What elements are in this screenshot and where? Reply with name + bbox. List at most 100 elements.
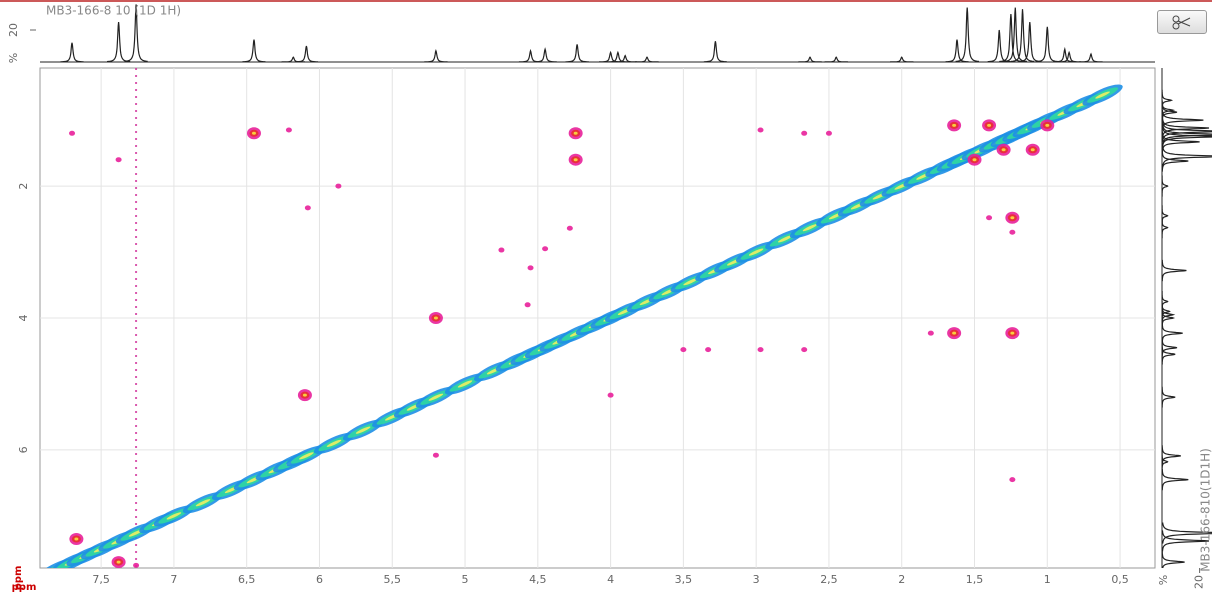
cross-peak (524, 302, 531, 308)
cross-peak (133, 562, 140, 568)
diagonal-peak (299, 452, 314, 460)
cross-peak (607, 392, 614, 398)
spectrum-peak (424, 49, 448, 63)
spectrum-peak (1079, 52, 1103, 63)
cross-peak (116, 560, 121, 564)
cross-peak (1009, 477, 1016, 483)
y-axis-label: ppm (13, 566, 24, 591)
x-tick-label: 0,5 (1111, 573, 1129, 586)
side-x-label: % (1157, 575, 1170, 585)
cross-peak (1009, 229, 1016, 235)
spectrum-peak (533, 47, 557, 63)
spectrum-peak (606, 50, 630, 63)
spectrum-peak (703, 41, 727, 63)
spectrum-peak (565, 44, 589, 63)
side-trace (1161, 68, 1212, 568)
cross-peak (566, 225, 573, 231)
cross-peak (1010, 331, 1015, 335)
cross-peak (527, 265, 534, 271)
side-spectrum-peak (1161, 386, 1176, 408)
x-tick-label: 3 (753, 573, 760, 586)
cross-peak (801, 130, 808, 136)
spectrum-peak (60, 42, 84, 63)
side-spectrum-peak (1161, 530, 1210, 552)
cross-peak (1030, 148, 1035, 152)
y-tick-label: 2 (17, 183, 30, 190)
spectrum-peak (1057, 50, 1081, 63)
x-axis-label: ppm (12, 582, 37, 593)
x-tick-label: 4,5 (529, 573, 547, 586)
spectrum-peak (1035, 26, 1060, 63)
diagonal-peak (802, 224, 818, 232)
top-y-label: % (7, 53, 20, 63)
side-spectrum-peak (1161, 99, 1176, 121)
cross-peak (285, 127, 292, 133)
side-spectrum-peak (1161, 205, 1169, 227)
cross-peak (705, 347, 712, 353)
x-tick-label: 2,5 (820, 573, 838, 586)
cross-peak (972, 158, 977, 162)
spectrum-peak (889, 56, 914, 63)
cross-peak (1010, 216, 1015, 220)
cross-peak (952, 331, 957, 335)
side-spectrum-peak (1161, 445, 1181, 467)
x-tick-label: 6,5 (238, 573, 256, 586)
side-spectrum-peak (1161, 89, 1174, 111)
side-spectrum-peak (1161, 451, 1169, 473)
cross-peak (757, 347, 764, 353)
spectrum-peak (635, 56, 659, 63)
cross-peak (302, 393, 307, 397)
x-tick-label: 5,5 (384, 573, 402, 586)
x-tick-label: 7,5 (92, 573, 110, 586)
cross-peak (927, 330, 934, 336)
spectrum-peak (281, 56, 306, 63)
top-y-tick-label: 20 (7, 23, 20, 37)
spectrum-peak (124, 4, 148, 62)
diagonal-peak (355, 426, 371, 434)
plot-area (40, 68, 1123, 568)
spectrum-peak (824, 56, 849, 63)
diagonal-peak (457, 380, 473, 388)
side-spectrum-peak (1161, 469, 1189, 491)
side-spectrum-peak (1161, 304, 1176, 326)
cross-peak (304, 205, 311, 211)
spectrum-peak (798, 56, 822, 63)
side-spectrum-peak (1161, 217, 1169, 239)
x-tick-label: 3,5 (675, 573, 693, 586)
side-spectrum-peak (1161, 322, 1183, 344)
side-spectrum-peak (1161, 551, 1185, 568)
cross-peak (801, 347, 808, 353)
side-spectrum-peak (1161, 150, 1189, 172)
diagonal-peak (195, 499, 211, 507)
side-spectrum-peak (1161, 259, 1187, 282)
cut-button[interactable] (1157, 10, 1207, 34)
cross-peak (987, 123, 992, 127)
cross-peak (69, 130, 76, 136)
labels: 7,5 7 6,5 6 5,5 5 4,5 4 3,5 3 2,5 2 1,5 1 0,5 2 4 6 20 20 (7, 23, 1206, 589)
spectrum-peak (613, 54, 637, 63)
side-spectrum-peak (1162, 145, 1212, 168)
cross-peak (115, 157, 122, 163)
side-spectrum-peak (1162, 522, 1212, 544)
x-tick-label: 7 (170, 573, 177, 586)
spectrum-peak (945, 39, 969, 63)
cross-peak (251, 131, 256, 135)
diagonal-peak (777, 235, 793, 243)
x-tick-label: 4 (607, 573, 614, 586)
diagonal-peak (428, 393, 444, 401)
cross-peak (432, 452, 439, 458)
spectrum-peak (1053, 46, 1077, 63)
spectrum-peak (242, 39, 266, 63)
cross-peak (433, 316, 438, 320)
x-tick-label: 1,5 (966, 573, 984, 586)
diagonal-peak (683, 278, 698, 286)
cross-peak (757, 127, 764, 133)
spectrum-peak (1010, 9, 1035, 63)
spectrum-peak (518, 48, 543, 63)
side-spectrum-peak (1161, 175, 1169, 197)
cross-peak (825, 130, 832, 136)
spectrum-peak (955, 7, 980, 63)
